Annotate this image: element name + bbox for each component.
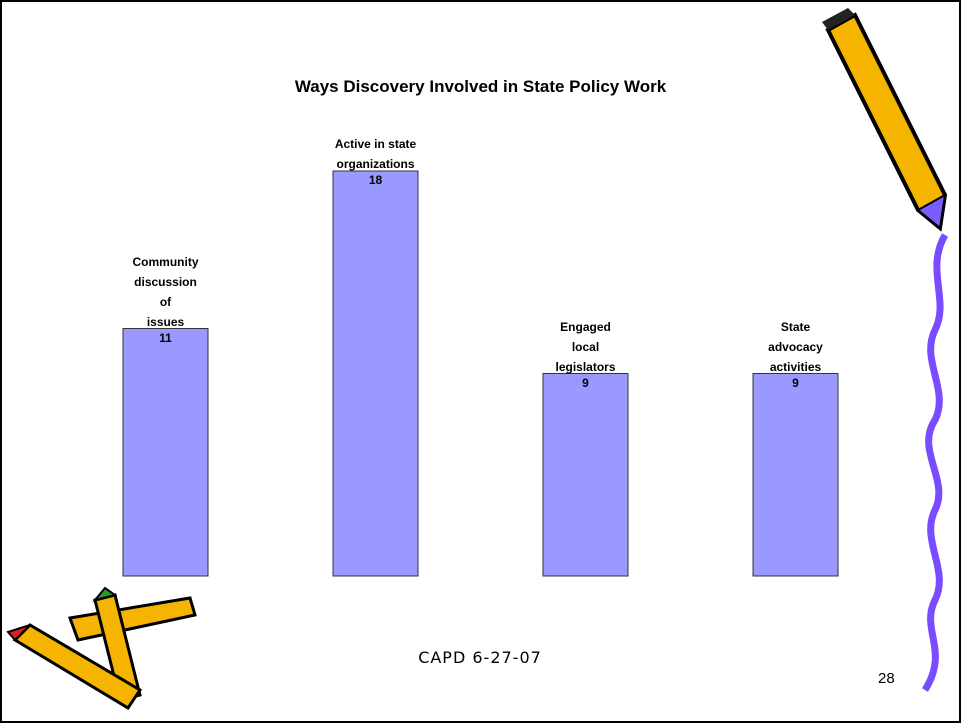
pencil-decoration (822, 8, 945, 228)
category-label: Active in state organizations (306, 134, 446, 174)
pencils-decoration (8, 588, 195, 708)
category-label: Community discussion of issues (96, 252, 236, 332)
footer: CAPD 6-27-07 (380, 648, 580, 667)
bar (753, 374, 838, 577)
bar (543, 374, 628, 577)
chart-title: Ways Discovery Involved in State Policy … (0, 77, 961, 97)
value-label: 9 (753, 376, 838, 390)
value-label: 18 (333, 173, 418, 187)
squiggle-decoration (925, 235, 945, 690)
value-label: 9 (543, 376, 628, 390)
value-label: 11 (123, 331, 208, 345)
category-label: State advocacy activities (726, 317, 866, 377)
slide: Ways Discovery Involved in State Policy … (0, 0, 961, 723)
bar (333, 171, 418, 576)
bar (123, 329, 208, 577)
page-number: 28 (878, 670, 895, 687)
category-label: Engaged local legislators (516, 317, 656, 377)
